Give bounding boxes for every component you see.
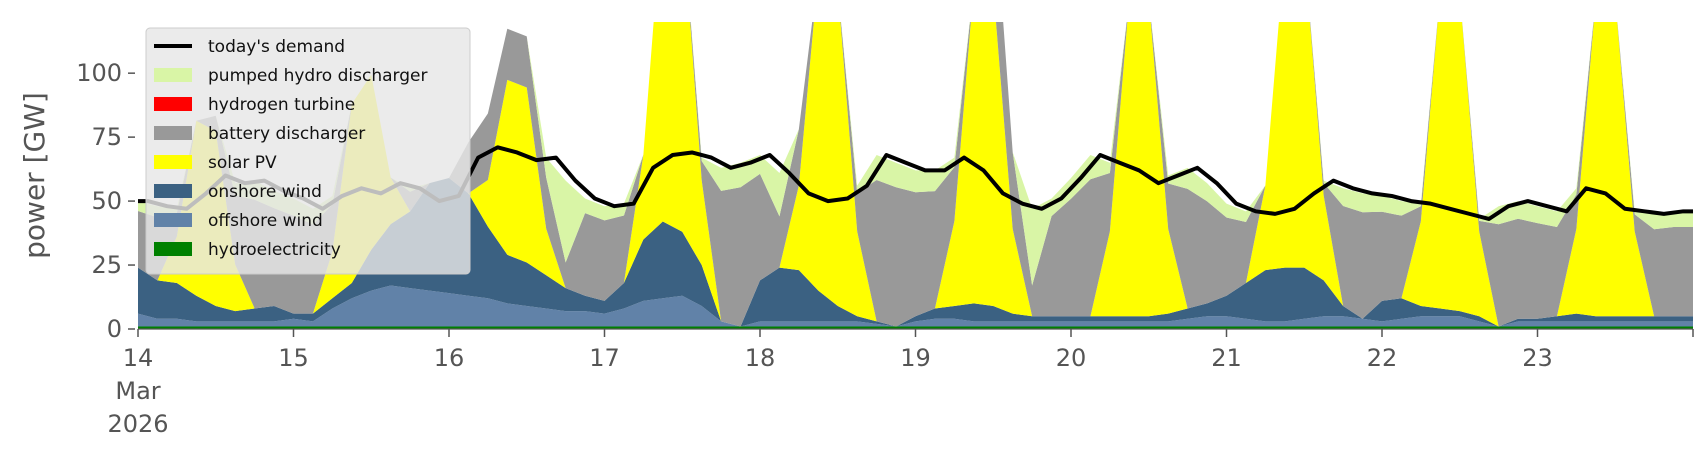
legend-label-onshore-wind: onshore wind	[208, 182, 322, 202]
x-tick-label: 22	[1367, 344, 1398, 372]
y-tick-label: 100	[76, 59, 122, 87]
legend-label-today-s-demand: today's demand	[208, 37, 345, 57]
legend-label-hydrogen-turbine: hydrogen turbine	[208, 95, 355, 115]
area-hydroelectricity	[138, 326, 1693, 329]
y-axis-label: power [GW]	[18, 92, 51, 259]
area-onshore-wind	[138, 178, 1693, 327]
legend-swatch-pumped-hydro-discharger	[154, 68, 192, 82]
y-tick-label: 75	[91, 123, 122, 151]
area-offshore-wind	[138, 285, 1693, 327]
legend-box	[145, 27, 471, 275]
legend-label-solar-pv: solar PV	[208, 153, 277, 173]
legend-label-battery-discharger: battery discharger	[208, 124, 365, 144]
x-tick-label: 21	[1211, 344, 1242, 372]
x-tick-label: 16	[434, 344, 465, 372]
area-battery-discharger	[138, 22, 1693, 327]
y-tick-label: 50	[91, 187, 122, 215]
x-tick-sublabel: Mar	[115, 377, 160, 405]
area-solar-pv	[138, 22, 1693, 327]
legend-label-pumped-hydro-discharger: pumped hydro discharger	[208, 66, 427, 86]
x-tick-label: 15	[278, 344, 309, 372]
axes: 0 25 50 75 100 power [GW] 14 15 16 17 18 19 20 21 22 23…	[18, 59, 1694, 438]
x-tick-label: 18	[745, 344, 776, 372]
legend-swatch-solar-pv	[154, 155, 192, 169]
legend: today's demand pumped hydro discharger hyd…	[145, 27, 471, 275]
legend-swatch-hydrogen-turbine	[154, 97, 192, 111]
x-tick-sublabel: 2026	[107, 410, 168, 438]
legend-swatch-battery-discharger	[154, 126, 192, 140]
stacked-areas	[138, 22, 1693, 329]
y-tick-label: 25	[91, 251, 122, 279]
x-tick-label: 19	[900, 344, 931, 372]
legend-swatch-offshore-wind	[154, 213, 192, 227]
legend-label-offshore-wind: offshore wind	[208, 211, 323, 231]
legend-label-hydroelectricity: hydroelectricity	[208, 240, 341, 260]
legend-swatch-hydroelectricity	[154, 242, 192, 256]
x-tick-label: 17	[589, 344, 620, 372]
x-tick-label: 20	[1056, 344, 1087, 372]
x-tick-label: 14	[123, 344, 154, 372]
legend-swatch-onshore-wind	[154, 184, 192, 198]
x-tick-label: 23	[1522, 344, 1553, 372]
y-tick-label: 0	[107, 315, 122, 343]
